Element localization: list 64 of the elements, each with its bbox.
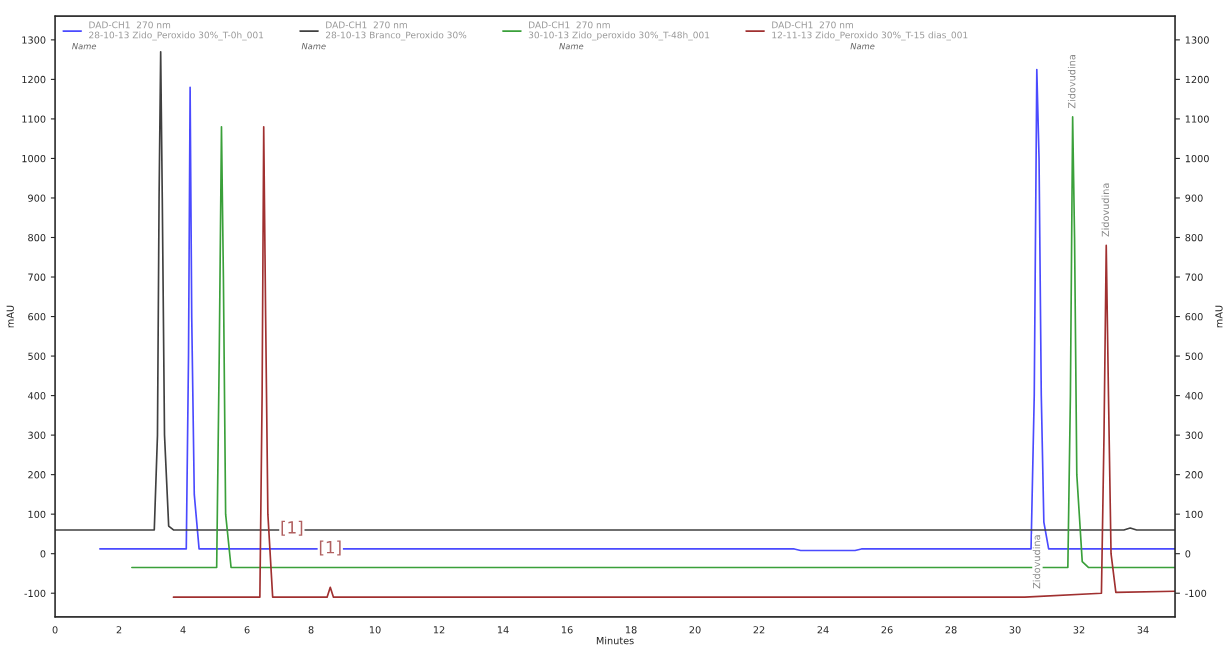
x-tick-label: 14 [497, 626, 509, 634]
legend-label: DAD-CH1 270 nm 30-10-13 Zido_peroxido 30%_T-48h_001 [528, 21, 710, 41]
x-tick-label: 34 [1137, 626, 1149, 634]
annotation: Name [72, 43, 97, 50]
y2-tick-label: 400 [1185, 392, 1203, 400]
y-tick-label: 700 [28, 273, 46, 281]
annotation: [1] [319, 540, 341, 556]
y2-tick-label: 700 [1185, 273, 1203, 281]
annotation: Name [301, 43, 326, 50]
x-tick-label: 12 [433, 626, 445, 634]
y2-tick-label: 200 [1185, 471, 1203, 479]
y-tick-label: 500 [28, 352, 46, 360]
y-tick-label: 200 [28, 471, 46, 479]
y2-tick-label: 900 [1185, 194, 1203, 202]
x-tick-label: 26 [881, 626, 893, 634]
y2-tick-label: -100 [1185, 589, 1207, 598]
y2-tick-label: 1300 [1185, 36, 1209, 44]
y-tick-label: 600 [28, 313, 46, 321]
y2-tick-label: 1000 [1185, 154, 1209, 163]
y-tick-label: 300 [28, 431, 46, 439]
x-tick-label: 20 [689, 626, 701, 634]
annotation: Zidovudina [1067, 55, 1076, 109]
y-tick-label: 900 [28, 194, 46, 202]
y2-tick-label: 300 [1185, 431, 1203, 439]
x-tick-label: 32 [1073, 626, 1085, 634]
y2-tick-label: 1200 [1185, 75, 1209, 84]
y-tick-label: 1000 [22, 154, 46, 163]
y2-axis-title: mAU [1215, 305, 1223, 328]
legend-label: DAD-CH1 270 nm 28-10-13 Branco_Peroxido 30% [325, 21, 467, 41]
y-tick-label: 400 [27, 392, 46, 400]
legend-label: DAD-CH1 270 nm 28-10-13 Zido_Peroxido 30%_T-0h_001 [89, 21, 264, 41]
annotation: Zidovudina [1032, 535, 1041, 589]
x-tick-label: 6 [244, 626, 250, 634]
x-tick-label: 28 [945, 626, 957, 634]
x-tick-label: 24 [817, 626, 829, 634]
x-tick-label: 4 [180, 626, 186, 634]
x-tick-label: 0 [52, 626, 58, 634]
y-tick-label: 1300 [22, 36, 46, 44]
x-axis-title: Minutes [596, 636, 634, 645]
y2-tick-label: 800 [1185, 233, 1203, 242]
x-tick-label: 18 [625, 626, 637, 634]
y2-tick-label: 100 [1185, 510, 1203, 518]
y-tick-label: 1100 [22, 115, 46, 123]
annotation: Name [559, 43, 584, 50]
x-tick-label: 2 [116, 626, 122, 634]
x-tick-label: 16 [561, 626, 573, 634]
y2-tick-label: 0 [1185, 550, 1191, 558]
y-tick-label: 1200 [22, 75, 46, 84]
y-tick-label: 0 [40, 550, 46, 558]
x-tick-label: 10 [369, 626, 381, 634]
y-tick-label: 800 [28, 233, 46, 242]
y-tick-label: 100 [28, 510, 46, 518]
legend-label: DAD-CH1 270 nm 12-11-13 Zido_Peroxido 30%_T-15 dias_001 [772, 21, 968, 41]
annotation: [1] [281, 520, 303, 536]
y-axis-title: mAU [6, 305, 14, 328]
x-tick-label: 22 [753, 626, 765, 634]
y2-tick-label: 600 [1185, 313, 1203, 321]
x-tick-label: 30 [1009, 626, 1021, 634]
y2-tick-label: 1100 [1185, 115, 1209, 123]
x-tick-label: 8 [308, 626, 314, 634]
y-tick-label: -100 [24, 589, 46, 598]
annotation: Name [850, 43, 875, 50]
y2-tick-label: 500 [1185, 352, 1203, 360]
annotation: Zidovudina [1101, 183, 1110, 237]
